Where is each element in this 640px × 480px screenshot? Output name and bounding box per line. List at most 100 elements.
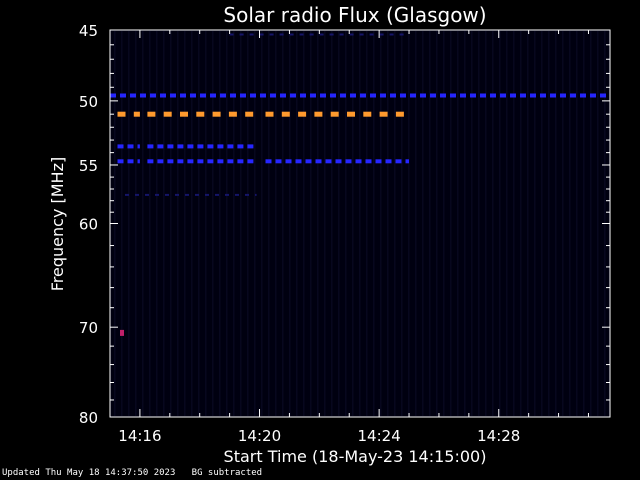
emission-band xyxy=(147,144,254,149)
emission-cell xyxy=(430,93,436,98)
emission-cell xyxy=(170,93,176,98)
emission-cell xyxy=(130,93,136,98)
noise-stripe xyxy=(142,31,144,416)
emission-cell xyxy=(155,193,159,196)
noise-stripe xyxy=(548,31,550,416)
noise-stripe xyxy=(408,31,410,416)
noise-stripe xyxy=(331,31,333,416)
emission-cell xyxy=(359,33,364,36)
emission-spot xyxy=(120,329,124,336)
emission-cell xyxy=(207,144,214,149)
noise-stripe xyxy=(464,31,466,416)
noise-stripe xyxy=(352,31,354,416)
emission-cell xyxy=(289,33,294,36)
noise-stripe xyxy=(170,31,172,416)
emission-cell xyxy=(255,193,257,196)
noise-stripe xyxy=(597,31,599,416)
emission-band xyxy=(117,159,140,164)
emission-cell xyxy=(217,159,224,164)
emission-cell xyxy=(540,93,546,98)
noise-stripe xyxy=(555,31,557,416)
noise-stripe xyxy=(233,31,235,416)
emission-cell xyxy=(560,93,566,98)
noise-stripe xyxy=(520,31,522,416)
noise-stripe xyxy=(380,31,382,416)
noise-stripe xyxy=(338,31,340,416)
emission-cell xyxy=(165,193,169,196)
noise-stripe xyxy=(163,31,165,416)
noise-stripe xyxy=(401,31,403,416)
noise-stripe xyxy=(261,31,263,416)
noise-stripe xyxy=(156,31,158,416)
emission-cell xyxy=(355,159,362,164)
emission-cell xyxy=(550,93,556,98)
emission-cell xyxy=(385,159,392,164)
emission-band xyxy=(117,144,140,149)
emission-band xyxy=(229,33,404,36)
emission-cell xyxy=(369,33,374,36)
emission-cell xyxy=(460,93,466,98)
updated-timestamp: Updated Thu May 18 14:37:50 2023 xyxy=(2,468,176,478)
noise-stripe xyxy=(478,31,480,416)
emission-cell xyxy=(247,159,254,164)
noise-stripe xyxy=(282,31,284,416)
emission-cell xyxy=(197,144,204,149)
emission-cell xyxy=(259,33,264,36)
emission-cell xyxy=(227,144,234,149)
noise-stripe xyxy=(128,31,130,416)
emission-cell xyxy=(177,144,184,149)
noise-stripe xyxy=(149,31,151,416)
emission-cell xyxy=(530,93,536,98)
noise-stripe xyxy=(310,31,312,416)
emission-spots xyxy=(120,329,124,336)
noise-stripe xyxy=(303,31,305,416)
emission-cell xyxy=(330,111,339,117)
noise-stripe xyxy=(387,31,389,416)
y-tick-label: 45 xyxy=(79,22,98,40)
emission-cell xyxy=(325,159,332,164)
emission-cell xyxy=(237,159,244,164)
noise-stripe xyxy=(422,31,424,416)
emission-cell xyxy=(580,93,586,98)
y-axis-title: Frequency [MHz] xyxy=(48,157,67,291)
emission-cell xyxy=(260,93,266,98)
noise-stripe xyxy=(471,31,473,416)
background-note: BG subtracted xyxy=(191,468,263,478)
emission-cell xyxy=(350,93,356,98)
emission-cell xyxy=(229,33,234,36)
emission-cell xyxy=(137,144,140,149)
emission-cell xyxy=(299,33,304,36)
noise-stripe xyxy=(492,31,494,416)
noise-stripe xyxy=(373,31,375,416)
noise-stripe xyxy=(366,31,368,416)
chart-title: Solar radio Flux (Glasgow) xyxy=(223,3,486,27)
x-axis: 14:16 14:20 14:24 14:28 xyxy=(109,30,589,445)
emission-cell xyxy=(133,111,140,117)
emission-cell xyxy=(220,93,226,98)
emission-cell xyxy=(590,93,596,98)
noise-stripe xyxy=(198,31,200,416)
noise-stripe xyxy=(485,31,487,416)
emission-cell xyxy=(480,93,486,98)
emission-cell xyxy=(395,111,404,117)
y-tick-label: 80 xyxy=(79,409,98,427)
noise-stripe xyxy=(534,31,536,416)
emission-cell xyxy=(250,93,256,98)
emission-cell xyxy=(399,33,404,36)
footer: Updated Thu May 18 14:37:50 2023 BG subt… xyxy=(2,468,262,478)
noise-stripe xyxy=(429,31,431,416)
emission-cell xyxy=(247,144,254,149)
emission-cell xyxy=(200,93,206,98)
emission-cell xyxy=(210,93,216,98)
x-tick-label: 14:28 xyxy=(477,427,520,445)
noise-stripe xyxy=(569,31,571,416)
emission-cell xyxy=(570,93,576,98)
emission-cell xyxy=(228,111,237,117)
noise-stripe xyxy=(268,31,270,416)
emission-cell xyxy=(305,159,312,164)
emission-cell xyxy=(150,93,156,98)
emission-cell xyxy=(370,93,376,98)
emission-cell xyxy=(450,93,456,98)
emission-cell xyxy=(285,159,292,164)
emission-cell xyxy=(117,159,124,164)
